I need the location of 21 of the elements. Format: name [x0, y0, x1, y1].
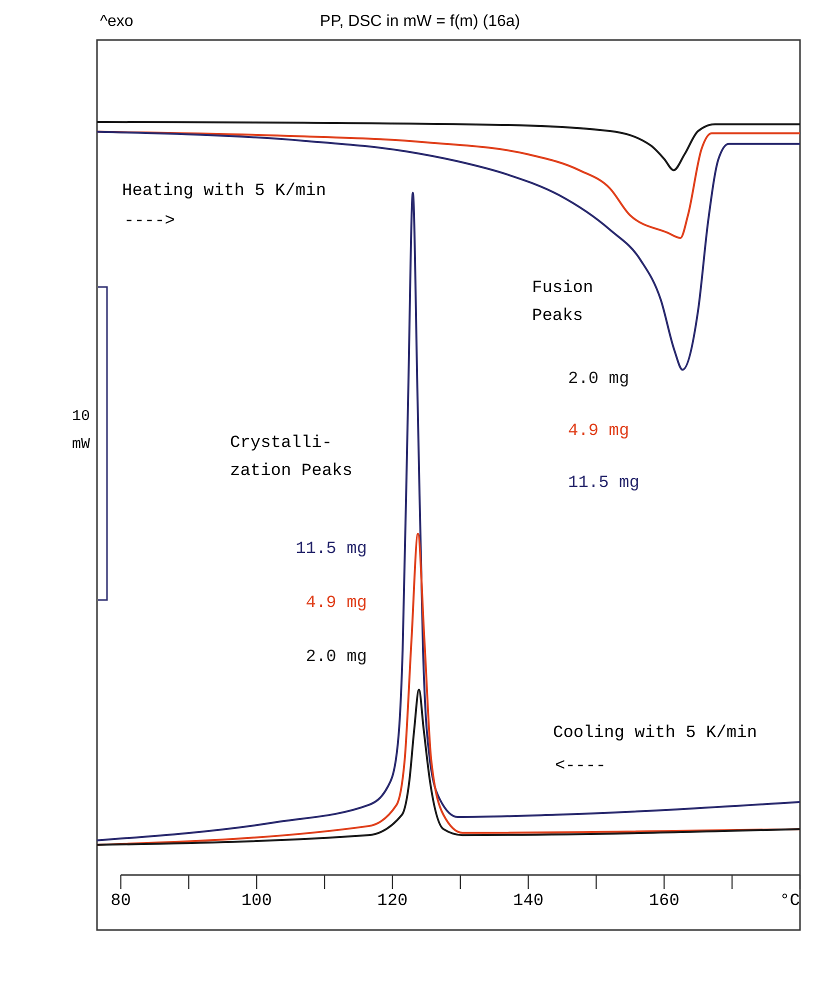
x-tick-label: 160: [648, 892, 680, 911]
annotation: 11.5 mg: [296, 540, 367, 559]
text: 2.0 mg: [568, 370, 630, 389]
text: 4.9 mg: [568, 422, 630, 441]
annotation: <----: [555, 757, 606, 776]
annotation: Crystalli- zation Peaks: [230, 434, 352, 481]
annotation: ---->: [124, 212, 176, 231]
x-tick-label: °C: [780, 892, 800, 911]
annotation: 4.9 mg: [306, 594, 367, 613]
chart-title: PP, DSC in mW = f(m) (16a): [320, 13, 520, 30]
text: 10 mW: [72, 408, 90, 453]
text: 11.5 mg: [568, 474, 640, 493]
annotation: 2.0 mg: [306, 648, 367, 667]
text: ^exo: [100, 13, 134, 30]
annotation: Fusion Peaks: [532, 279, 594, 326]
x-tick-label: 120: [377, 892, 408, 911]
annotation: Heating with 5 K/min: [122, 182, 326, 201]
x-tick-label: 100: [241, 892, 272, 911]
x-tick-label: 140: [513, 892, 544, 911]
x-tick-label: 80: [110, 892, 131, 911]
annotation: Cooling with 5 K/min: [553, 724, 758, 743]
